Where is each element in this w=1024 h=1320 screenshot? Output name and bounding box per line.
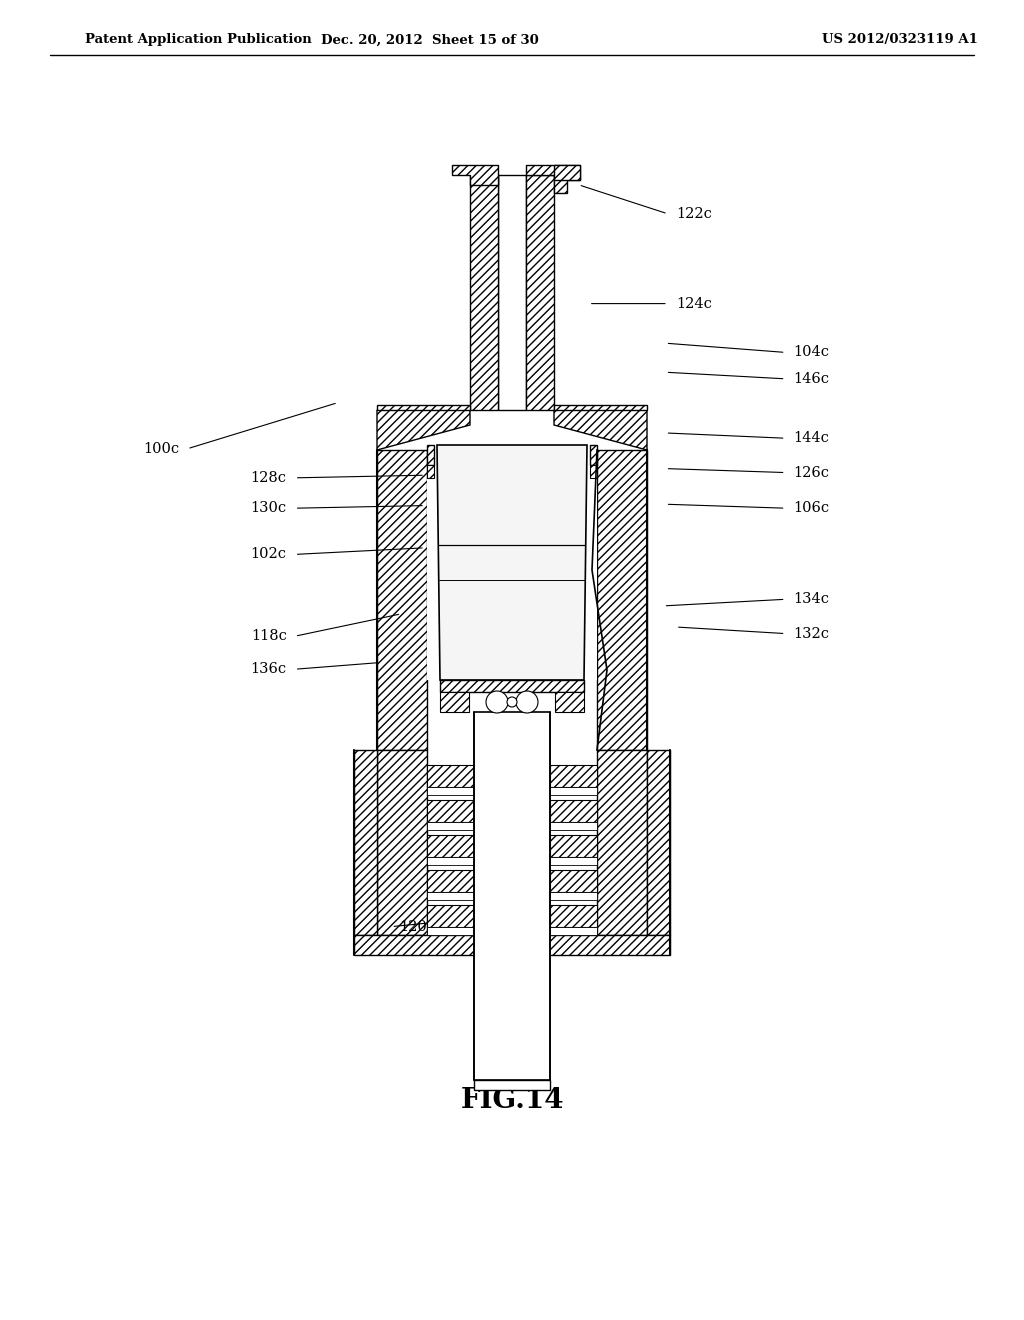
Polygon shape bbox=[427, 822, 474, 830]
Polygon shape bbox=[427, 906, 474, 927]
Polygon shape bbox=[440, 692, 469, 711]
Polygon shape bbox=[550, 787, 597, 795]
Polygon shape bbox=[550, 892, 597, 900]
Polygon shape bbox=[427, 836, 474, 857]
Polygon shape bbox=[526, 176, 554, 411]
Polygon shape bbox=[427, 857, 474, 865]
Polygon shape bbox=[470, 176, 498, 411]
Polygon shape bbox=[597, 750, 647, 935]
Polygon shape bbox=[354, 935, 670, 954]
Text: FIG.14: FIG.14 bbox=[460, 1086, 564, 1114]
Polygon shape bbox=[427, 892, 474, 900]
Polygon shape bbox=[427, 800, 474, 822]
Text: 120c: 120c bbox=[399, 920, 435, 933]
Text: 130c: 130c bbox=[251, 502, 287, 515]
Polygon shape bbox=[554, 405, 647, 411]
Polygon shape bbox=[440, 680, 584, 692]
Polygon shape bbox=[474, 1080, 550, 1090]
Polygon shape bbox=[427, 787, 474, 795]
Text: Patent Application Publication: Patent Application Publication bbox=[85, 33, 311, 46]
Polygon shape bbox=[590, 445, 597, 465]
Circle shape bbox=[507, 697, 517, 708]
Polygon shape bbox=[550, 927, 597, 935]
Text: 118c: 118c bbox=[251, 630, 287, 643]
Polygon shape bbox=[452, 165, 498, 185]
Polygon shape bbox=[555, 692, 584, 711]
Circle shape bbox=[516, 690, 538, 713]
Polygon shape bbox=[554, 411, 647, 450]
Text: 102c: 102c bbox=[251, 548, 287, 561]
Polygon shape bbox=[550, 766, 597, 787]
Polygon shape bbox=[550, 800, 597, 822]
Text: 132c: 132c bbox=[794, 627, 829, 640]
Polygon shape bbox=[498, 176, 526, 411]
Text: 144c: 144c bbox=[794, 432, 829, 445]
Polygon shape bbox=[377, 450, 427, 750]
Polygon shape bbox=[427, 766, 474, 787]
Text: 128c: 128c bbox=[251, 471, 287, 484]
Text: 136c: 136c bbox=[251, 663, 287, 676]
Text: 100c: 100c bbox=[143, 442, 179, 455]
Text: 106c: 106c bbox=[794, 502, 829, 515]
Polygon shape bbox=[597, 450, 647, 750]
Polygon shape bbox=[526, 165, 580, 193]
Polygon shape bbox=[590, 465, 597, 478]
Polygon shape bbox=[554, 165, 580, 180]
Polygon shape bbox=[550, 857, 597, 865]
Polygon shape bbox=[587, 478, 597, 680]
Polygon shape bbox=[647, 750, 670, 935]
Text: Dec. 20, 2012  Sheet 15 of 30: Dec. 20, 2012 Sheet 15 of 30 bbox=[322, 33, 539, 46]
Polygon shape bbox=[427, 450, 597, 750]
Polygon shape bbox=[427, 870, 474, 892]
Polygon shape bbox=[354, 750, 377, 935]
Polygon shape bbox=[474, 711, 550, 1080]
Polygon shape bbox=[427, 465, 434, 478]
Text: 104c: 104c bbox=[794, 346, 829, 359]
Polygon shape bbox=[377, 750, 427, 935]
Polygon shape bbox=[427, 478, 437, 680]
Polygon shape bbox=[427, 927, 474, 935]
Text: 146c: 146c bbox=[794, 372, 829, 385]
Text: US 2012/0323119 A1: US 2012/0323119 A1 bbox=[822, 33, 978, 46]
Text: 122c: 122c bbox=[676, 207, 712, 220]
Text: 134c: 134c bbox=[794, 593, 829, 606]
Text: 126c: 126c bbox=[794, 466, 829, 479]
Polygon shape bbox=[427, 445, 434, 465]
Polygon shape bbox=[550, 822, 597, 830]
Polygon shape bbox=[377, 405, 470, 411]
Polygon shape bbox=[437, 445, 587, 680]
Polygon shape bbox=[550, 836, 597, 857]
Polygon shape bbox=[550, 870, 597, 892]
Circle shape bbox=[486, 690, 508, 713]
Text: 124c: 124c bbox=[676, 297, 712, 310]
Polygon shape bbox=[377, 411, 470, 450]
Polygon shape bbox=[550, 906, 597, 927]
